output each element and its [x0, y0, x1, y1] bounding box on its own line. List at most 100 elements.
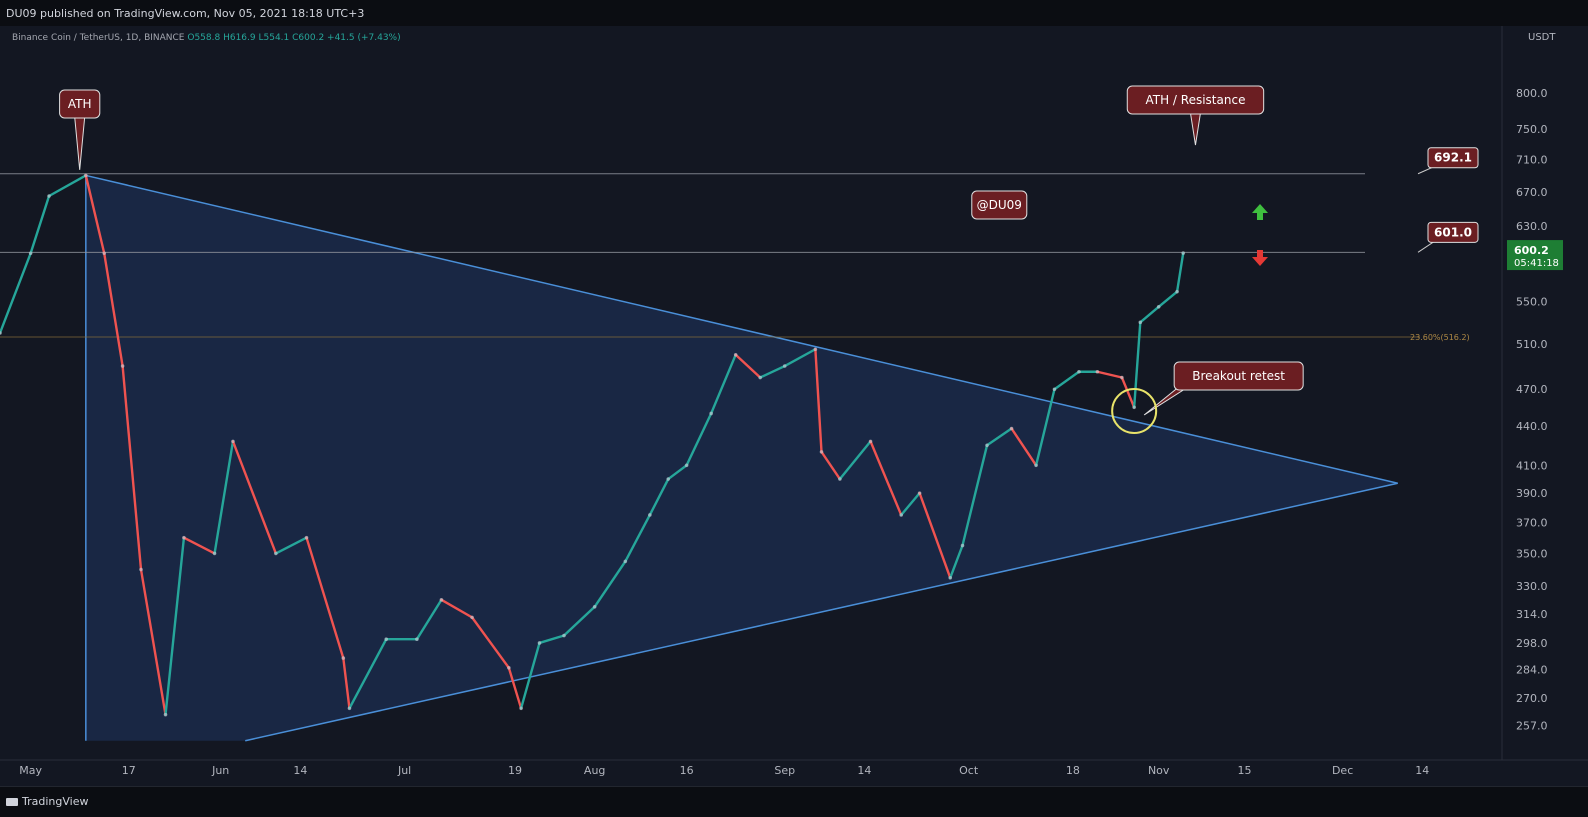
price-segment: [182, 536, 216, 555]
arrow-up-icon: [1252, 204, 1268, 220]
price-segment: [415, 598, 443, 641]
triangle-fill: [85, 175, 1398, 741]
price-point: [470, 615, 474, 620]
price-point: [813, 347, 818, 352]
price-point: [562, 633, 566, 638]
price-tick-label: 330.0: [1516, 580, 1548, 593]
annotation-text: Breakout retest: [1192, 369, 1285, 383]
price-segment: [820, 450, 842, 481]
time-tick-label: 17: [122, 764, 136, 777]
price-segment: [470, 616, 511, 669]
tradingview-logo[interactable]: TradingView: [6, 795, 88, 808]
time-tick-label: Oct: [959, 764, 979, 777]
price-point: [1095, 369, 1100, 374]
price-segment: [103, 252, 124, 368]
price-segment: [274, 536, 308, 555]
price-segment: [213, 440, 235, 555]
price-point: [507, 665, 511, 670]
annotation-text: @DU09: [977, 198, 1022, 212]
price-point: [347, 706, 352, 711]
price-tick-label: 750.0: [1516, 123, 1548, 136]
price-segment: [342, 656, 351, 710]
time-tick-label: 14: [293, 764, 307, 777]
price-segment: [709, 353, 737, 415]
fib-level-label: 23.60%(516.2): [1410, 333, 1470, 342]
price-point: [1175, 289, 1179, 294]
price-tick-label: 440.0: [1516, 420, 1548, 433]
price-point: [212, 551, 217, 556]
price-point: [684, 463, 689, 468]
price-tick-label: 670.0: [1516, 186, 1548, 199]
price-point: [1077, 369, 1081, 374]
price-point: [139, 567, 143, 572]
price-tick-label: 284.0: [1516, 664, 1548, 677]
price-tick-label: 350.0: [1516, 547, 1548, 560]
price-tick-label: 390.0: [1516, 487, 1548, 500]
price-point: [102, 251, 107, 256]
price-point: [819, 450, 824, 454]
time-tick-label: 19: [508, 764, 522, 777]
price-segment: [305, 536, 345, 660]
price-point: [384, 637, 389, 642]
time-tick-label: 18: [1066, 764, 1080, 777]
price-segment: [783, 348, 817, 368]
annotation-text: ATH: [68, 97, 92, 111]
price-point: [868, 439, 873, 444]
price-segment: [734, 353, 762, 379]
price-segment: [47, 174, 88, 198]
price-chart[interactable]: 692.1 601.0 23.60%(516.2) ATH ATH / Resista…: [0, 26, 1588, 786]
price-segment: [1139, 305, 1160, 324]
price-segment: [440, 598, 474, 619]
horizontal-levels: 692.1 601.0 23.60%(516.2): [0, 147, 1479, 342]
price-segment: [562, 605, 596, 637]
level-callout-value: 692.1: [1434, 151, 1472, 165]
price-segment: [507, 666, 523, 710]
ohlc-values: O558.8 H616.9 L554.1 C600.2 +41.5 (+7.43…: [187, 33, 401, 43]
price-point: [1034, 463, 1038, 468]
price-point: [648, 513, 652, 517]
price-segment: [667, 464, 688, 481]
annotation-box: [1126, 85, 1265, 115]
arrow-down-icon: [1252, 250, 1268, 266]
time-tick-label: Nov: [1148, 764, 1170, 777]
price-segment: [624, 513, 652, 563]
price-tick-label: 630.0: [1516, 220, 1548, 233]
price-segment: [1175, 251, 1185, 293]
time-axis[interactable]: May 17 Jun 14 Jul 19 Aug 16 Sep 14 Oct 18 Nov 15 Dec 14: [19, 764, 1429, 777]
time-tick-label: Aug: [584, 764, 605, 777]
price-point: [1120, 375, 1124, 380]
price-segment: [84, 174, 106, 255]
symbol-name: Binance Coin / TetherUS, 1D, BINANCE: [12, 33, 185, 43]
price-tick-label: 314.0: [1516, 608, 1548, 621]
price-segment: [1132, 321, 1142, 409]
price-tick-label: 510.0: [1516, 338, 1548, 351]
price-point: [120, 364, 125, 368]
price-segment: [814, 348, 823, 454]
price-segment: [838, 440, 872, 481]
price-point: [623, 559, 628, 564]
price-axis[interactable]: USDT800.0750.0710.0670.0630.0600.0550.05…: [1507, 32, 1563, 732]
price-point: [304, 535, 309, 540]
price-line: [0, 173, 1186, 717]
brand-label: TradingView: [22, 795, 89, 808]
price-point: [537, 641, 542, 645]
annotation-box: [1173, 361, 1304, 391]
price-point: [917, 491, 922, 495]
price-segment: [985, 427, 1013, 447]
price-tick-label: 257.0: [1516, 719, 1548, 732]
price-point: [163, 712, 168, 717]
price-point: [28, 251, 33, 256]
direction-markers: [1252, 204, 1268, 266]
price-segment: [900, 491, 921, 517]
price-point: [1181, 251, 1186, 255]
price-point: [948, 575, 953, 580]
price-point: [182, 535, 186, 540]
price-point: [1138, 320, 1143, 325]
level-callout-box: [1427, 147, 1479, 169]
price-point: [782, 364, 787, 368]
price-point: [1132, 405, 1136, 410]
tradingview-icon: [6, 798, 18, 806]
price-segment: [648, 477, 670, 517]
footer-bar: TradingView: [0, 786, 1588, 817]
time-tick-label: Jul: [397, 764, 411, 777]
